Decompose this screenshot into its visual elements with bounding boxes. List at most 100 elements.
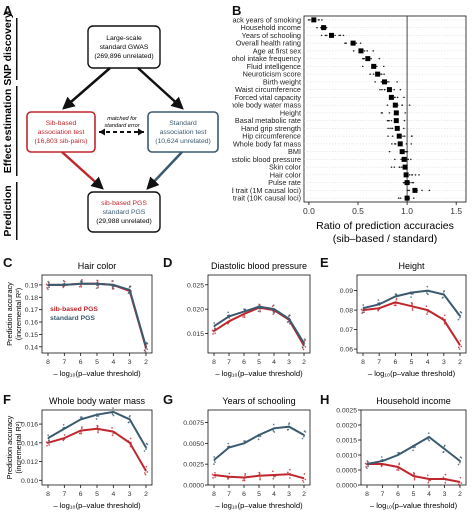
replicate-point (442, 476, 445, 479)
y-tick-label: 0.0000 (336, 483, 357, 490)
replicate-point (272, 477, 275, 480)
panel-b-bootstrap-point (407, 158, 409, 161)
y-tick-label: 0.0015 (336, 438, 357, 445)
replicate-point (443, 444, 446, 447)
x-tick-label: 7 (227, 491, 231, 498)
x-tick-label: 3 (128, 491, 132, 498)
replicate-point (367, 465, 369, 467)
arrow-sib-to-pgs (61, 151, 104, 190)
replicate-point (243, 308, 245, 311)
x-tick-label: 6 (396, 491, 400, 498)
panel-b-bootstrap-point (388, 150, 391, 153)
replicate-point (258, 303, 261, 306)
panel-b-estimate-point (399, 149, 405, 155)
replicate-point (443, 314, 446, 317)
panel-b-bootstrap-point (398, 166, 401, 168)
replicate-point (272, 310, 275, 313)
panel-b-category-label: Hair color (270, 170, 302, 179)
replicate-point (394, 293, 397, 295)
arrow-standard-to-pgs (146, 151, 183, 190)
replicate-point (259, 309, 261, 311)
y-tick-label: 0.0075 (183, 420, 204, 427)
panel-b-bootstrap-point (378, 57, 381, 60)
panel-b-bootstrap-point (339, 34, 342, 37)
panel-b-bootstrap-point (408, 189, 411, 192)
replicate-point (259, 478, 261, 481)
y-tick-label: 0.0025 (183, 462, 204, 469)
replicate-point (380, 465, 383, 468)
replicate-point (145, 341, 148, 344)
panel-c-chart: Hair color 0.14 0.15 0.16 0.17 0.18 0.19 8 7 6 5 4 3… (5, 261, 153, 378)
panel-b-category-label: Overall health rating (236, 39, 301, 48)
panel-b-category-label: Birth weight (263, 77, 301, 86)
panel-b-bootstrap-point (404, 150, 407, 153)
panel-b-bootstrap-point (382, 65, 385, 68)
panel-b-estimate-point (392, 102, 398, 108)
panel-b-estimate-point (393, 110, 399, 116)
replicate-point (366, 460, 369, 462)
replicate-point (112, 287, 115, 290)
replicate-point (145, 442, 148, 445)
panel-b-estimate-point (402, 164, 408, 170)
y-axis-subtitle: (incremental R²) (14, 288, 23, 340)
x-tick-label: 6 (242, 359, 246, 366)
panel-b-bootstrap-point (390, 119, 393, 122)
series-line (362, 301, 461, 346)
x-tick-label: 8 (212, 491, 216, 498)
replicate-point (47, 441, 49, 444)
x-tick-label: 4 (272, 359, 276, 366)
panel-b-x-tick-label: 0.5 (352, 206, 364, 216)
replicate-point (145, 448, 147, 450)
panel-b-x-tick-label: 1.0 (401, 206, 413, 216)
legend-entry: sib-based PGS (50, 306, 98, 313)
replicate-point (301, 346, 304, 348)
replicate-point (426, 313, 428, 315)
replicate-point (214, 327, 216, 330)
panel-b-category-label: Simulated trait (1M causal loci) (232, 186, 301, 195)
gwas-box (87, 25, 161, 69)
panel-b-bootstrap-point (369, 73, 371, 75)
replicate-point (457, 483, 460, 485)
x-tick-label: 8 (46, 359, 50, 366)
panel-b-estimate-point (403, 172, 409, 178)
replicate-point (212, 333, 214, 335)
panel-b-bootstrap-point (374, 81, 376, 83)
replicate-point (395, 304, 397, 307)
panel-b-bootstrap-point (372, 50, 375, 52)
replicate-point (143, 349, 146, 352)
replicate-point (363, 309, 365, 312)
x-tick-label: 5 (257, 491, 261, 498)
panel-b-category-label: Age at first sex (253, 46, 302, 55)
panel-b-bootstrap-point (318, 19, 320, 21)
panel-b-bootstrap-point (403, 119, 406, 122)
panel-b-estimate-point (404, 195, 410, 201)
x-tick-label: 2 (302, 491, 306, 498)
replicate-point (62, 279, 65, 282)
panel-frame (356, 274, 467, 354)
panel-b-bootstrap-point (428, 189, 431, 192)
panel-b-frame (303, 15, 467, 203)
replicate-point (272, 423, 275, 426)
y-tick-label: 0.0020 (336, 423, 357, 430)
panel-b-category-label: Whole body water mass (232, 101, 301, 110)
replicate-point (397, 469, 400, 471)
y-tick-label: 0.0010 (336, 453, 357, 460)
x-tick-label: 7 (227, 359, 231, 366)
y-tick-label: 0.025 (187, 282, 204, 289)
replicate-point (79, 416, 82, 418)
replicate-point (411, 309, 414, 311)
y-tick-label: 0.0000 (183, 483, 204, 490)
standard-box-line1: Standard (169, 120, 197, 127)
replicate-point (303, 344, 305, 346)
replicate-point (411, 307, 414, 310)
replicate-point (457, 318, 460, 321)
series-line (362, 289, 461, 317)
replicate-point (412, 471, 415, 474)
panel-b-category-label: Hip circumference (242, 132, 301, 141)
y-tick-label: 0.015 (187, 331, 204, 338)
replicate-point (301, 437, 304, 440)
panel-b-bootstrap-point (401, 166, 403, 168)
panel-b-bootstrap-point (342, 34, 345, 37)
replicate-point (289, 468, 291, 471)
y-tick-label: 0.012 (21, 459, 38, 466)
